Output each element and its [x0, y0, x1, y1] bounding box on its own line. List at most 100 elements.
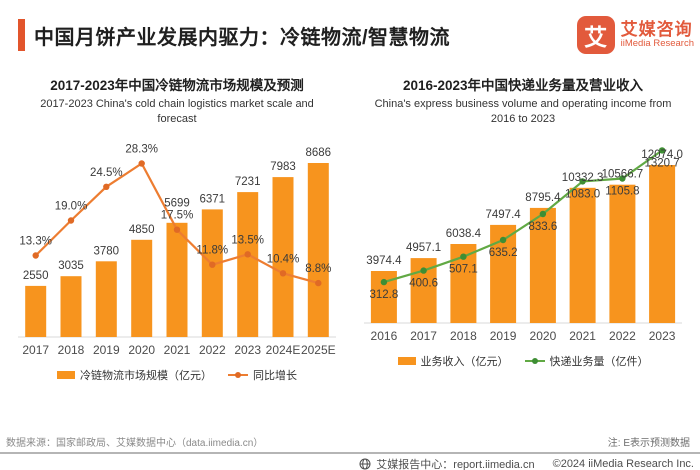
bar-value-label: 3035	[58, 260, 84, 272]
line-value-label: 28.3%	[125, 143, 158, 155]
bar-value-label: 2550	[23, 270, 49, 282]
legend-label: 快递业务量（亿件）	[549, 355, 649, 368]
line-value-label: 312.8	[370, 289, 399, 301]
logo-icon: 艾	[576, 16, 615, 54]
chart-svg: 2550 13.3% 2017 3035 19.0% 2018 3780 24.5% 2019 4…	[18, 143, 336, 357]
x-axis-label: 2019	[490, 329, 517, 343]
bar	[649, 164, 676, 323]
x-axis-label: 2018	[58, 343, 85, 357]
title-accent-bar	[18, 19, 25, 51]
line-dot-icon	[235, 371, 241, 378]
bar	[307, 162, 329, 337]
bar	[131, 239, 153, 337]
bar	[529, 207, 556, 323]
x-axis-label: 2018	[450, 329, 477, 343]
line-value-label: 11.8%	[196, 244, 228, 256]
bar-value-label: 8686	[306, 147, 332, 159]
bar	[166, 222, 188, 337]
bar-value-label: 7231	[235, 176, 261, 188]
x-axis-label: 2019	[93, 343, 120, 357]
line-marker	[579, 177, 586, 185]
line-marker	[103, 183, 110, 190]
line-value-label: 8.8%	[305, 263, 331, 275]
x-axis-label: 2025E	[301, 343, 336, 357]
line-marker	[244, 250, 251, 258]
line-marker	[499, 236, 507, 243]
line-marker	[420, 267, 427, 274]
line-value-label: 833.6	[529, 221, 558, 233]
bar	[237, 191, 259, 337]
line-marker-icon	[524, 357, 545, 364]
bar-value-label: 8795.4	[525, 192, 561, 204]
bar-value-label: 12074.0	[641, 149, 683, 161]
x-axis-label: 2020	[530, 329, 557, 343]
cold-chain-panel: 2017-2023年中国冷链物流市场规模及预测 2017-2023 China'…	[18, 74, 336, 383]
line-value-label: 10.4%	[267, 253, 300, 265]
x-axis-label: 2017	[22, 343, 49, 357]
legend-item-bar: 冷链物流市场规模（亿元）	[57, 367, 212, 383]
charts-row: 2017-2023年中国冷链物流市场规模及预测 2017-2023 China'…	[0, 74, 700, 383]
notes-row: 数据来源：国家邮政局、艾媒数据中心（data.iimedia.cn） 注: E表…	[0, 434, 700, 452]
data-source-note: 数据来源：国家邮政局、艾媒数据中心（data.iimedia.cn）	[6, 438, 264, 449]
copyright: ©2024 iiMedia Research Inc.	[552, 457, 694, 470]
header: 中国月饼产业发展内驱力：冷链物流/智慧物流 艾 艾媒咨询 iiMedia Res…	[0, 0, 700, 60]
line-value-label: 507.1	[449, 263, 478, 275]
line-marker	[279, 269, 287, 277]
footer: 艾媒报告中心：report.iimedia.cn ©2024 iiMedia R…	[0, 452, 700, 470]
legend-item-bar: 业务收入（亿元）	[397, 353, 509, 369]
bar	[609, 184, 636, 323]
x-axis-label: 2016	[371, 329, 398, 343]
chart-subtitle: China's express business volume and oper…	[374, 98, 672, 125]
chart-svg: 3974.4 312.8 2016 4957.1 400.6 2017 6038.4 507.…	[364, 146, 683, 343]
line-marker	[32, 251, 39, 259]
express-chart: 3974.4 312.8 2016 4957.1 400.6 2017 6038.4 507.…	[364, 135, 683, 349]
report-center-link: 艾媒报告中心：report.iimedia.cn	[376, 458, 535, 470]
line-marker	[209, 261, 216, 268]
trend-line	[383, 149, 663, 283]
logo-name-cn: 艾媒咨询	[620, 20, 693, 40]
line-value-label: 1320.7	[645, 157, 680, 169]
x-axis-label: 2022	[199, 343, 226, 357]
bar-value-label: 6038.4	[446, 228, 482, 240]
bar-value-label: 5699	[164, 197, 190, 209]
line-marker	[315, 279, 322, 286]
bar-value-label: 4850	[129, 223, 155, 235]
line-marker-icon	[228, 371, 248, 378]
bar-value-label: 4957.1	[406, 242, 441, 254]
line-marker	[380, 278, 388, 285]
line-marker	[658, 146, 666, 154]
line-marker	[67, 216, 75, 224]
line-marker	[539, 210, 547, 217]
footer-brand: 艾媒报告中心：report.iimedia.cn	[359, 456, 535, 470]
bar	[569, 187, 596, 323]
bar-swatch-icon	[57, 370, 75, 379]
express-panel: 2016-2023年中国快递业务量及营业收入 China's express b…	[364, 74, 683, 383]
logo-name-en: iiMedia Research	[620, 37, 694, 49]
legend-item-line: 同比增长	[228, 367, 297, 383]
x-axis-label: 2017	[410, 329, 437, 343]
line-value-label: 1083.0	[565, 188, 600, 200]
logo-text: 艾媒咨询 iiMedia Research	[621, 21, 694, 49]
page-title: 中国月饼产业发展内驱力：冷链物流/智慧物流	[34, 26, 451, 49]
legend-label: 业务收入（亿元）	[420, 355, 509, 368]
x-axis-label: 2021	[164, 343, 191, 357]
bar-swatch-icon	[397, 356, 416, 365]
bar	[95, 260, 117, 337]
x-axis-label: 2023	[649, 329, 676, 343]
legend-item-line: 快递业务量（亿件）	[524, 353, 649, 369]
cold-chain-chart: 2550 13.3% 2017 3035 19.0% 2018 3780 24.5% 2019 4…	[18, 135, 336, 363]
chart-legend: 业务收入（亿元） 快递业务量（亿件）	[364, 353, 682, 369]
line-value-label: 635.2	[489, 247, 518, 259]
line-marker	[138, 159, 145, 167]
bar-value-label: 3974.4	[366, 255, 402, 267]
bar-value-label: 10566.7	[602, 168, 644, 180]
bar-value-label: 7983	[270, 161, 296, 173]
x-axis-label: 2022	[609, 329, 636, 343]
line-value-label: 1105.8	[605, 185, 639, 197]
x-axis-label: 2024E	[266, 343, 301, 357]
line-value-label: 24.5%	[90, 166, 123, 178]
chart-subtitle: 2017-2023 China's cold chain logistics m…	[40, 98, 314, 125]
line-dot-icon	[531, 357, 538, 364]
line-value-label: 400.6	[409, 277, 438, 289]
line-value-label: 17.5%	[161, 209, 194, 221]
